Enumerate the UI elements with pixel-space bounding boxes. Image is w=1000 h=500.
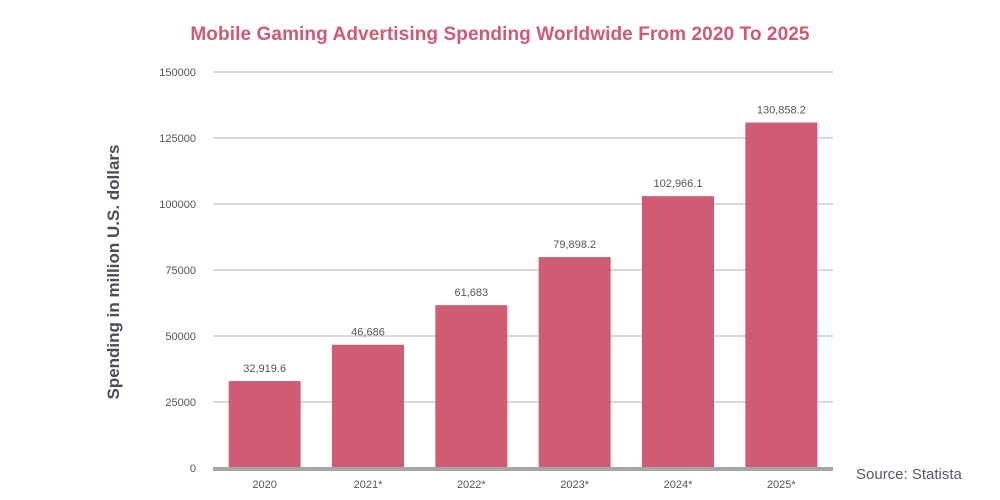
bar: [332, 344, 404, 468]
y-tick-label: 50000: [165, 331, 196, 343]
bar-value-label: 79,898.2: [553, 239, 596, 251]
y-tick-label: 25000: [165, 397, 196, 409]
x-tick-label: 2023*: [560, 479, 589, 491]
bar: [435, 305, 508, 468]
y-tick-label: 0: [190, 463, 196, 475]
source-note: Source: Statista: [856, 466, 962, 483]
x-tick-label: 2025*: [767, 479, 796, 491]
y-tick-label: 100000: [159, 199, 196, 211]
bar-value-label: 32,919.6: [243, 363, 286, 375]
y-tick-label: 150000: [159, 67, 196, 79]
bar-value-label: 130,858.2: [757, 105, 806, 117]
x-tick-label: 2021*: [354, 479, 383, 491]
y-tick-label: 125000: [159, 133, 196, 145]
bar: [228, 381, 301, 468]
bar-value-label: 61,683: [455, 287, 489, 299]
x-tick-label: 2024*: [664, 479, 693, 491]
x-tick-label: 2022*: [457, 479, 486, 491]
bar: [538, 257, 611, 468]
bar-value-label: 46,686: [351, 327, 385, 339]
bar: [745, 122, 818, 468]
bar: [642, 196, 714, 468]
x-tick-label: 2020: [252, 479, 276, 491]
y-tick-label: 75000: [165, 265, 196, 277]
bar-value-label: 102,966.1: [654, 178, 703, 190]
chart-title: Mobile Gaming Advertising Spending World…: [190, 24, 810, 45]
